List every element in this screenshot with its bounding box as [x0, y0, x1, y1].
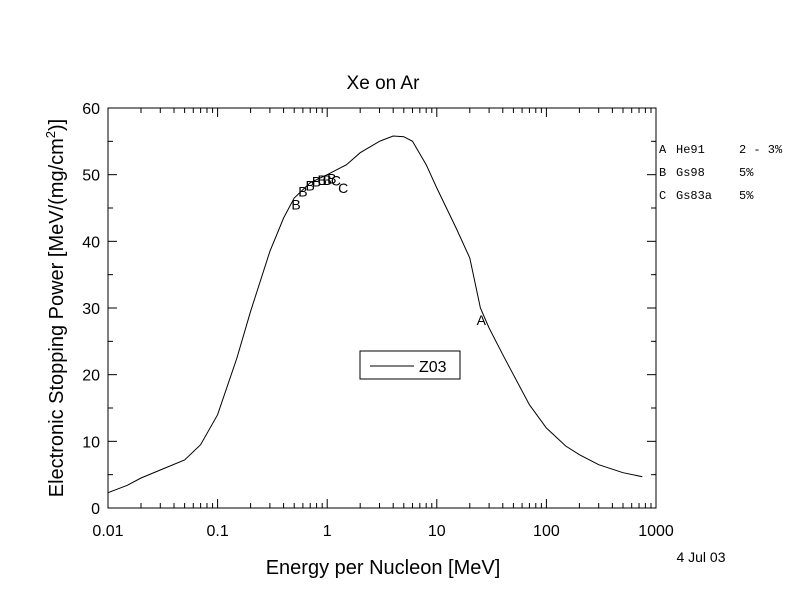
ref-legend-source: He91 [676, 143, 705, 157]
x-tick-label: 100 [533, 523, 560, 540]
ref-legend-source: Gs83a [676, 189, 712, 203]
data-marker-b: B [312, 173, 321, 189]
legend-box [359, 350, 461, 380]
data-marker-b: B [291, 197, 300, 213]
ref-legend-error: 5% [739, 166, 754, 180]
x-tick-label: 10 [428, 523, 446, 540]
x-tick-label: 0.1 [206, 523, 228, 540]
data-marker-b: B [318, 172, 327, 188]
y-tick-label: 50 [82, 168, 100, 185]
y-axis: 0 10 20 30 40 50 60 [82, 101, 656, 518]
x-axis-label: Energy per Nucleon [MeV] [266, 557, 501, 579]
data-marker-b: B [306, 177, 315, 193]
chart-title: Xe on Ar [347, 73, 421, 94]
y-tick-label: 60 [82, 101, 100, 118]
ref-legend-error: 5% [739, 189, 754, 203]
y-axis-label-end: )] [46, 119, 68, 131]
x-axis: 0.01 0.1 1 10 100 1000 [92, 108, 674, 540]
ref-legend-letter: C [659, 189, 666, 203]
data-marker-b: B [298, 183, 307, 199]
date-stamp: 4 Jul 03 [676, 549, 725, 565]
data-marker-b: B [323, 172, 332, 188]
series-line-z03 [107, 135, 643, 494]
y-tick-label: 10 [82, 434, 100, 451]
legend-label: Z03 [419, 359, 447, 376]
ref-legend-error: 2 - 3% [739, 143, 783, 157]
y-tick-label: 40 [82, 234, 100, 251]
y-tick-label: 30 [82, 301, 100, 318]
y-tick-label: 20 [82, 368, 100, 385]
ref-legend-letter: A [659, 143, 667, 157]
y-axis-label: Electronic Stopping Power [MeV/(mg/cm2)] [43, 119, 68, 497]
data-marker-a: A [477, 312, 487, 328]
y-axis-label-superscript: 2 [43, 131, 58, 138]
y-axis-label-main: Electronic Stopping Power [MeV/(mg/cm [46, 138, 68, 497]
x-tick-label: 1000 [638, 523, 674, 540]
legend: Z03 [359, 350, 461, 380]
x-tick-label: 0.01 [92, 523, 123, 540]
data-marker-c: C [331, 173, 341, 189]
data-marker-c: C [338, 180, 348, 196]
reference-legend: A He91 2 - 3% B Gs98 5% C Gs83a 5% [659, 143, 783, 203]
ref-legend-letter: B [659, 166, 666, 180]
x-tick-label: 1 [323, 523, 332, 540]
ref-legend-source: Gs98 [676, 166, 705, 180]
plot-frame [107, 107, 657, 509]
y-tick-label: 0 [91, 501, 100, 518]
data-marker-b: B [327, 171, 336, 187]
